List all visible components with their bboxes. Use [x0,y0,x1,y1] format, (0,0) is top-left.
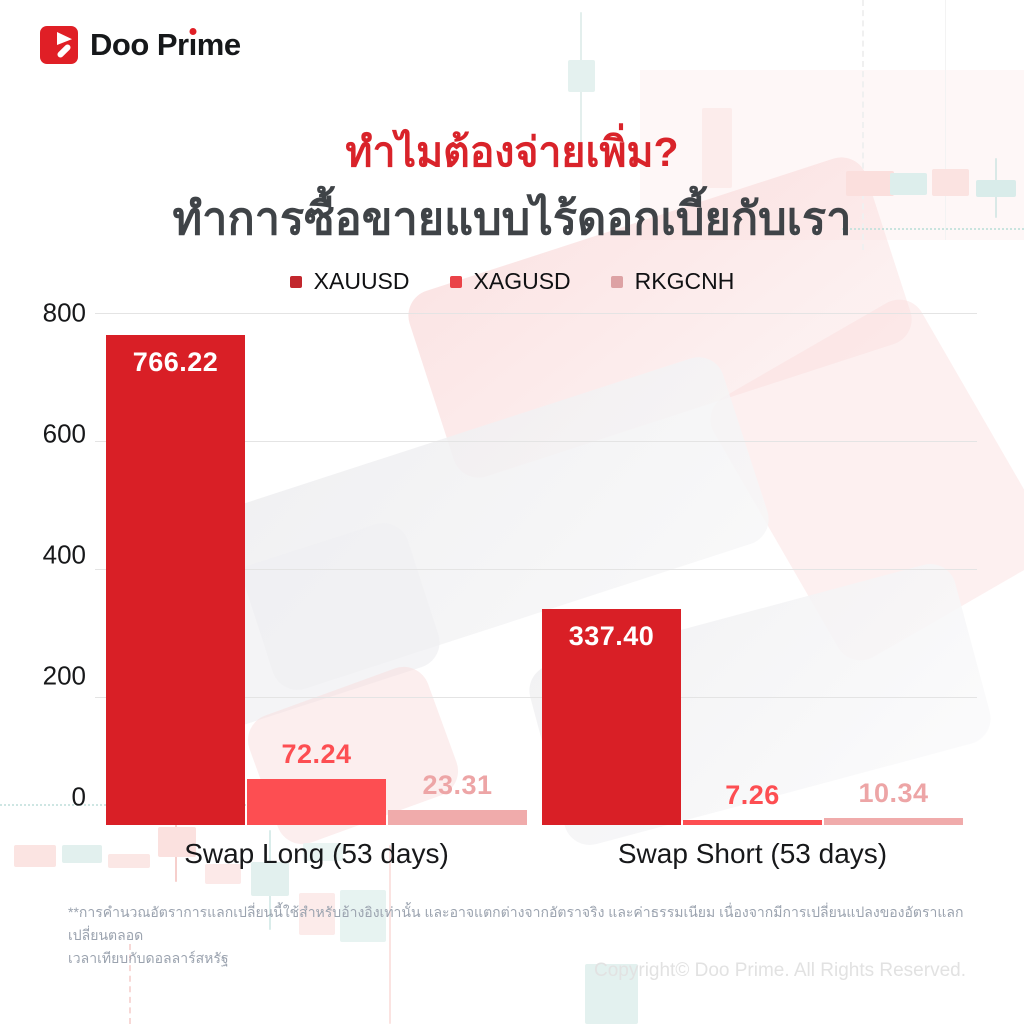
bar-rkgcnh-0 [388,810,527,825]
legend-item-xauusd: XAUUSD [289,268,410,295]
legend-item-xagusd: XAGUSD [449,268,571,295]
doo-prime-logo-icon [40,26,78,64]
page-title: ทำไมต้องจ่ายเพิ่ม? [345,129,679,175]
x-axis-label-1: Swap Short (53 days) [617,838,888,869]
y-axis-tick-400: 400 [42,539,86,570]
bar-xagusd-0 [247,779,386,825]
legend-swatch-xauusd [289,275,302,288]
logo-letter-i: ı [188,27,198,62]
doo-prime-logo: Doo Prı me [40,26,241,64]
gridline-800 [95,313,977,314]
page-subtitle: ทำการซื้อขายแบบไร้ดอกเบี้ยกับเรา [172,193,852,244]
x-axis-label-0: Swap Long (53 days) [184,838,449,869]
bar-value-rkgcnh-1: 10.34 [858,778,929,808]
logo-arrow-icon [57,32,72,45]
bar-value-xagusd-0: 72.24 [281,739,352,769]
y-axis-tick-200: 200 [42,660,86,691]
logo-red-dot-icon [189,28,197,35]
bar-value-xauusd-0: 766.22 [132,347,219,377]
footnote: **การคำนวณอัตราการแลกเปลี่ยนนี้ใช้สำหรับ… [68,901,968,970]
bar-value-xauusd-1: 337.40 [568,621,655,651]
y-axis-tick-0: 0 [71,781,86,812]
bar-xauusd-0 [106,335,245,825]
chart-legend: XAUUSD XAGUSD RKGCNH [0,268,1024,295]
y-axis-tick-600: 600 [42,418,86,449]
footnote-line-2: เวลาเทียบกับดอลลาร์สหรัฐ [68,950,229,966]
legend-swatch-xagusd [449,275,462,288]
logo-slash-icon [56,43,72,59]
logo-wordmark: Doo Prı me [90,27,241,62]
bar-rkgcnh-1 [824,818,963,825]
legend-swatch-rkgcnh [610,275,623,288]
legend-label-rkgcnh: RKGCNH [634,268,735,294]
legend-item-rkgcnh: RKGCNH [610,268,735,295]
legend-label-xagusd: XAGUSD [473,268,571,294]
legend-label-xauusd: XAUUSD [313,268,410,294]
footnote-line-1: **การคำนวณอัตราการแลกเปลี่ยนนี้ใช้สำหรับ… [68,904,964,943]
copyright-text: Copyright© Doo Prime. All Rights Reserve… [594,960,966,981]
bar-xagusd-1 [683,820,822,825]
y-axis-tick-800: 800 [42,297,86,328]
bar-value-rkgcnh-0: 23.31 [422,770,493,800]
bar-value-xagusd-1: 7.26 [725,780,780,810]
